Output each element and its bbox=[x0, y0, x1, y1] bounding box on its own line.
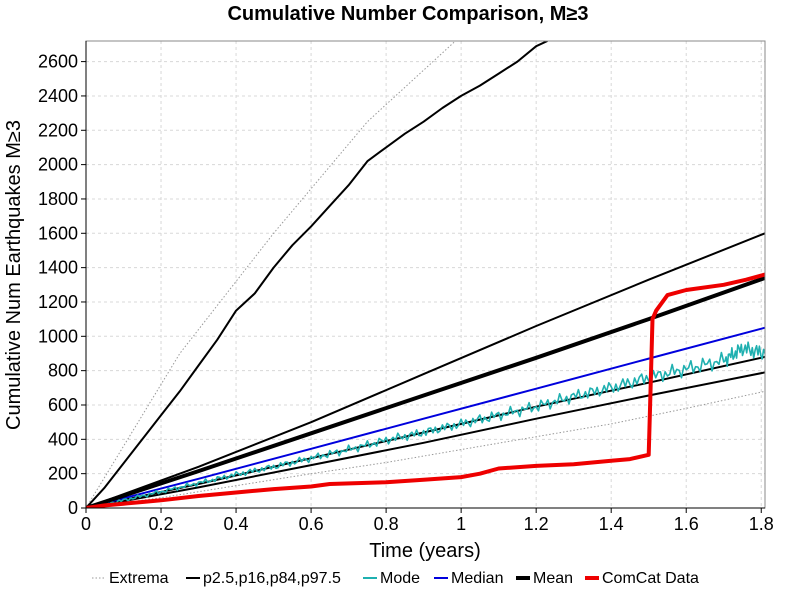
x-tick-label: 1.2 bbox=[524, 514, 549, 534]
series-layer bbox=[86, 41, 765, 508]
series-line-extrema bbox=[86, 41, 457, 508]
legend: Extrema p2.5,p16,p84,p97.5 Mode Median Mean C… bbox=[92, 570, 699, 587]
x-tick-label: 0 bbox=[81, 514, 91, 534]
y-tick-label: 400 bbox=[48, 429, 78, 449]
series-line-mean bbox=[86, 276, 765, 508]
y-tick-label: 1200 bbox=[38, 292, 78, 312]
y-tick-label: 0 bbox=[68, 498, 78, 518]
x-tick-label: 1.6 bbox=[674, 514, 699, 534]
x-ticks: 0 0.2 0.4 0.6 0.8 1 1.2 1.4 1.6 1.8 bbox=[81, 508, 774, 534]
series-line-p2-5-p16-p84-p97-5 bbox=[86, 371, 765, 508]
y-tick-label: 1600 bbox=[38, 223, 78, 243]
series-line-comcat-data bbox=[86, 272, 765, 508]
x-tick-label: 1.8 bbox=[749, 514, 774, 534]
legend-label: Median bbox=[451, 570, 503, 587]
y-tick-label: 1400 bbox=[38, 258, 78, 278]
series-line-median bbox=[86, 326, 765, 508]
legend-label: p2.5,p16,p84,p97.5 bbox=[203, 570, 341, 587]
x-tick-label: 1.4 bbox=[599, 514, 624, 534]
y-tick-label: 1000 bbox=[38, 326, 78, 346]
y-tick-label: 2000 bbox=[38, 155, 78, 175]
y-tick-label: 800 bbox=[48, 361, 78, 381]
y-tick-label: 200 bbox=[48, 464, 78, 484]
x-tick-label: 0.4 bbox=[224, 514, 249, 534]
y-ticks: 0 200 400 600 800 1000 1200 1400 1600 1800 2000 220… bbox=[38, 52, 86, 518]
x-tick-label: 1 bbox=[456, 514, 466, 534]
y-tick-label: 2400 bbox=[38, 86, 78, 106]
x-tick-label: 0.6 bbox=[299, 514, 324, 534]
y-tick-label: 600 bbox=[48, 395, 78, 415]
y-tick-label: 2600 bbox=[38, 52, 78, 72]
chart-title: Cumulative Number Comparison, M≥3 bbox=[227, 3, 588, 25]
y-tick-label: 2200 bbox=[38, 120, 78, 140]
legend-label: Mean bbox=[533, 570, 573, 587]
series-line-p2-5-p16-p84-p97-5 bbox=[86, 41, 548, 508]
series-line-p2-5-p16-p84-p97-5 bbox=[86, 232, 765, 508]
legend-label: Extrema bbox=[109, 570, 169, 587]
y-axis-label: Cumulative Num Earthquakes M≥3 bbox=[3, 120, 25, 430]
x-tick-label: 0.8 bbox=[374, 514, 399, 534]
series-line-mode bbox=[86, 341, 765, 508]
x-axis-label: Time (years) bbox=[369, 540, 480, 562]
legend-label: ComCat Data bbox=[602, 570, 699, 587]
y-tick-label: 1800 bbox=[38, 189, 78, 209]
legend-label: Mode bbox=[380, 570, 420, 587]
series-line-extrema bbox=[86, 390, 765, 508]
x-tick-label: 0.2 bbox=[149, 514, 174, 534]
